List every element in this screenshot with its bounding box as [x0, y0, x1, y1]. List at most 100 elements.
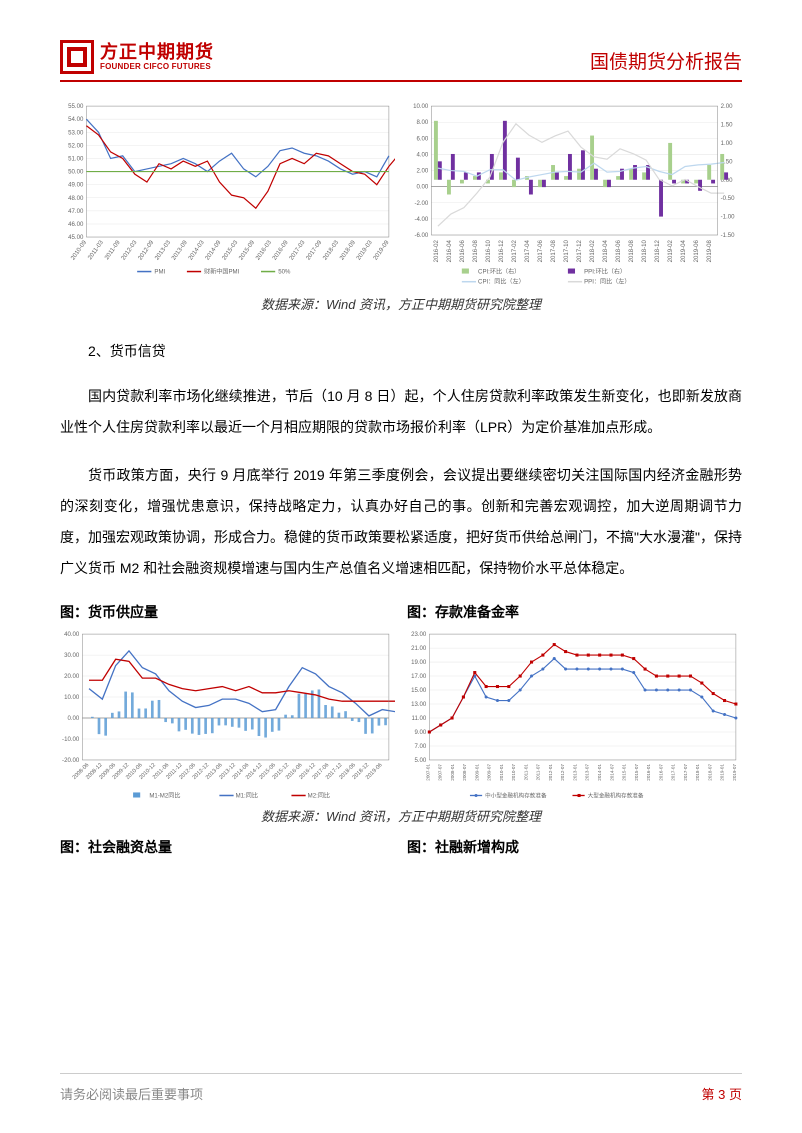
svg-text:2017-10: 2017-10 — [563, 239, 570, 262]
svg-text:1.50: 1.50 — [721, 122, 733, 129]
svg-text:2015-01: 2015-01 — [622, 763, 627, 780]
svg-text:10.00: 10.00 — [413, 103, 429, 110]
svg-text:9.00: 9.00 — [414, 729, 426, 736]
svg-text:2019-08: 2019-08 — [706, 239, 713, 262]
page-header: 方正中期期货 FOUNDER CIFCO FUTURES 国债期货分析报告 — [60, 40, 742, 82]
source-line-1: 数据来源：Wind 资讯，方正中期期货研究院整理 — [60, 294, 742, 313]
svg-text:PPI：同比（左）: PPI：同比（左） — [584, 278, 630, 286]
svg-text:-0.50: -0.50 — [721, 195, 735, 202]
svg-text:2017-06: 2017-06 — [537, 239, 544, 262]
chart-rrr-title: 图：存款准备金率 — [407, 602, 742, 622]
svg-text:50.00: 50.00 — [68, 169, 84, 176]
svg-text:2016-04: 2016-04 — [446, 239, 453, 262]
logo-cn: 方正中期期货 — [100, 43, 214, 63]
svg-text:2016-12: 2016-12 — [498, 239, 505, 262]
svg-text:50%: 50% — [278, 269, 291, 276]
svg-text:CPI：同比（左）: CPI：同比（左） — [478, 278, 525, 286]
svg-text:2016-07: 2016-07 — [658, 763, 663, 780]
svg-text:2019-02: 2019-02 — [667, 239, 674, 262]
svg-text:11.00: 11.00 — [412, 715, 427, 722]
svg-text:M2:同比: M2:同比 — [308, 791, 330, 799]
svg-text:51.00: 51.00 — [68, 155, 84, 162]
svg-text:2015-07: 2015-07 — [634, 763, 639, 780]
report-title: 国债期货分析报告 — [590, 47, 742, 74]
svg-text:49.00: 49.00 — [68, 182, 84, 189]
svg-text:21.00: 21.00 — [411, 645, 427, 652]
svg-text:-1.00: -1.00 — [721, 214, 735, 221]
logo-icon — [60, 40, 94, 74]
svg-text:54.00: 54.00 — [68, 116, 84, 123]
svg-text:2016-08: 2016-08 — [472, 239, 479, 262]
svg-text:47.00: 47.00 — [68, 208, 84, 215]
svg-text:2019-07: 2019-07 — [732, 763, 737, 780]
svg-text:2009-01: 2009-01 — [474, 763, 479, 780]
svg-text:17.00: 17.00 — [411, 673, 427, 680]
chart-cpi-ppi: -6.00-4.00-2.000.002.004.006.008.0010.00… — [407, 100, 742, 288]
svg-text:52.00: 52.00 — [68, 142, 84, 149]
chart-row-mid: 图：货币供应量 -20.00 -10.00 0.00 10.00 20.00 30.00 4… — [60, 602, 742, 801]
chart-money-title: 图：货币供应量 — [60, 602, 395, 622]
svg-text:2.00: 2.00 — [416, 168, 428, 175]
svg-text:2.00: 2.00 — [721, 103, 733, 110]
svg-text:2009-07: 2009-07 — [487, 763, 492, 780]
chart-tsf-new-cell: 图：社融新增构成 — [407, 837, 742, 863]
svg-text:2011-03: 2011-03 — [87, 239, 106, 261]
chart-row-top: 45.0046.0047.0048.0049.0050.0051.0052.00… — [60, 100, 742, 288]
logo-en: FOUNDER CIFCO FUTURES — [100, 63, 214, 72]
svg-text:PMI: PMI — [154, 269, 165, 276]
svg-text:15.00: 15.00 — [411, 687, 427, 694]
svg-text:0.00: 0.00 — [416, 184, 428, 191]
svg-text:2017-04: 2017-04 — [524, 239, 531, 262]
svg-text:M1-M2同比: M1-M2同比 — [149, 791, 180, 799]
svg-text:2008-01: 2008-01 — [450, 763, 455, 780]
svg-text:-4.00: -4.00 — [414, 216, 428, 223]
svg-text:-2.00: -2.00 — [414, 200, 428, 207]
svg-text:2012-01: 2012-01 — [548, 763, 553, 780]
svg-text:1.00: 1.00 — [721, 140, 733, 147]
logo-text: 方正中期期货 FOUNDER CIFCO FUTURES — [100, 43, 214, 72]
source-line-2: 数据来源：Wind 资讯，方正中期期货研究院整理 — [60, 806, 742, 825]
svg-text:2017-01: 2017-01 — [671, 763, 676, 780]
svg-text:M1:同比: M1:同比 — [236, 791, 258, 799]
svg-text:20.00: 20.00 — [64, 673, 80, 680]
svg-text:30.00: 30.00 — [64, 652, 80, 659]
svg-text:7.00: 7.00 — [414, 743, 426, 750]
svg-text:2019-01: 2019-01 — [720, 763, 725, 780]
svg-text:2013-07: 2013-07 — [585, 763, 590, 780]
svg-text:2013-01: 2013-01 — [572, 763, 577, 780]
svg-text:2018-12: 2018-12 — [654, 239, 661, 262]
svg-text:2011-01: 2011-01 — [523, 763, 528, 780]
svg-text:2016-01: 2016-01 — [646, 763, 651, 780]
logo-block: 方正中期期货 FOUNDER CIFCO FUTURES — [60, 40, 214, 74]
svg-text:-20.00: -20.00 — [62, 757, 80, 764]
svg-text:大型金融机构存款准备: 大型金融机构存款准备 — [588, 791, 644, 799]
footer-page: 第 3 页 — [702, 1084, 742, 1103]
svg-text:8.00: 8.00 — [416, 119, 428, 126]
svg-text:2010-01: 2010-01 — [499, 763, 504, 780]
svg-text:2016-10: 2016-10 — [485, 239, 492, 262]
chart-row-bottom-titles: 图：社会融资总量 图：社融新增构成 — [60, 837, 742, 863]
svg-text:13.00: 13.00 — [411, 701, 427, 708]
svg-text:2018-01: 2018-01 — [695, 763, 700, 780]
svg-text:10.00: 10.00 — [64, 694, 80, 701]
svg-text:0.00: 0.00 — [67, 715, 79, 722]
svg-text:2016-06: 2016-06 — [459, 239, 466, 262]
page-footer: 请务必阅读最后重要事项 第 3 页 — [60, 1073, 742, 1103]
svg-text:53.00: 53.00 — [68, 129, 84, 136]
svg-text:2008-07: 2008-07 — [462, 763, 467, 780]
svg-text:财新中国PMI: 财新中国PMI — [204, 268, 239, 276]
svg-text:-10.00: -10.00 — [62, 736, 80, 743]
svg-text:2018-06: 2018-06 — [615, 239, 622, 262]
paragraph-1: 国内贷款利率市场化继续推进，节后（10 月 8 日）起，个人住房贷款利率政策发生… — [60, 381, 742, 443]
chart-pmi: 45.0046.0047.0048.0049.0050.0051.0052.00… — [60, 100, 395, 288]
svg-text:CPI:环比（右）: CPI:环比（右） — [478, 268, 520, 276]
chart-money-supply: 图：货币供应量 -20.00 -10.00 0.00 10.00 20.00 30.00 4… — [60, 602, 395, 801]
svg-text:2007-01: 2007-01 — [425, 763, 430, 780]
svg-text:2018-10: 2018-10 — [641, 239, 648, 262]
svg-text:2019-09: 2019-09 — [372, 239, 391, 262]
svg-text:2019-06: 2019-06 — [693, 239, 700, 262]
svg-text:40.00: 40.00 — [64, 631, 80, 638]
svg-text:55.00: 55.00 — [68, 103, 84, 110]
svg-text:23.00: 23.00 — [411, 631, 427, 638]
svg-text:19.00: 19.00 — [411, 659, 427, 666]
